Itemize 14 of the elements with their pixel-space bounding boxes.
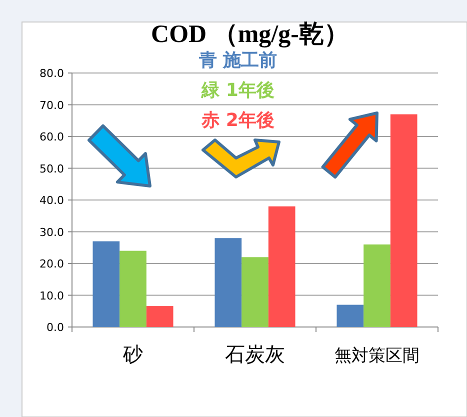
y-tick-label: 50.0 [40, 162, 64, 176]
x-tick-label: 砂 [122, 342, 143, 366]
y-tick-label: 10.0 [40, 289, 64, 302]
y-tick-label: 40.0 [40, 194, 64, 207]
x-tick-label: 石炭灰 [225, 342, 285, 366]
y-tick-label: 20.0 [40, 258, 64, 270]
chart-title: COD （mg/g-乾） [151, 21, 349, 48]
x-tick-label: 無対策区間 [334, 346, 420, 366]
y-tick-label: 0.0 [46, 321, 64, 334]
y-tick-label: 30.0 [40, 226, 64, 239]
y-tick-label: 80.0 [40, 67, 64, 80]
legend: 青 施工前 緑 1年後 赤 2年後 [198, 50, 278, 131]
y-tick-label: 60.0 [40, 130, 64, 144]
y-tick-label: 70.0 [40, 98, 64, 112]
